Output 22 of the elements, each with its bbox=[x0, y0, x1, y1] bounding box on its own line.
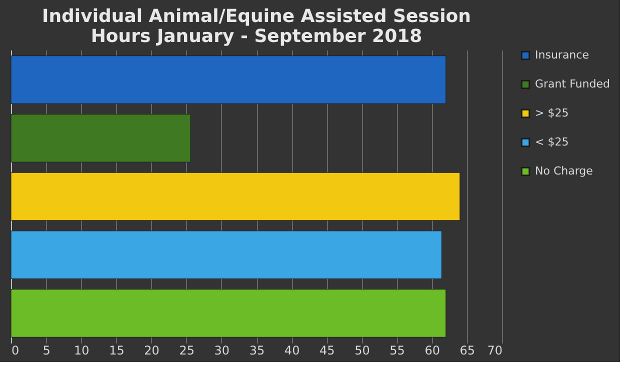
text: Individual Animal/Equine Assisted Session bbox=[42, 6, 471, 27]
legend-label: > $25 bbox=[535, 106, 569, 120]
x-tick-label: 10 bbox=[74, 344, 90, 358]
legend-label: No Charge bbox=[535, 164, 594, 178]
x-tick-label: 40 bbox=[284, 344, 300, 358]
text: Hours January - September 2018 bbox=[90, 26, 422, 47]
x-tick-label: 45 bbox=[320, 344, 335, 358]
x-tick-label: 20 bbox=[144, 344, 160, 358]
x-tick-label: 50 bbox=[354, 344, 370, 358]
legend-label: Grant Funded bbox=[535, 78, 610, 90]
x-tick-label: 15 bbox=[109, 344, 124, 358]
x-tick-label: 35 bbox=[249, 344, 265, 358]
x-tick-label: 60 bbox=[424, 344, 440, 358]
x-tick-label: 5 bbox=[42, 344, 50, 358]
x-tick-label: 25 bbox=[179, 344, 194, 358]
x-tick-label: 55 bbox=[390, 344, 405, 358]
x-tick-label: 65 bbox=[460, 344, 476, 358]
x-tick-label: 0 bbox=[12, 344, 20, 358]
x-tick-label: 30 bbox=[214, 344, 230, 358]
x-tick-label: 70 bbox=[487, 344, 502, 358]
legend-label: Insurance bbox=[535, 48, 590, 62]
legend-label: < $25 bbox=[535, 136, 569, 148]
